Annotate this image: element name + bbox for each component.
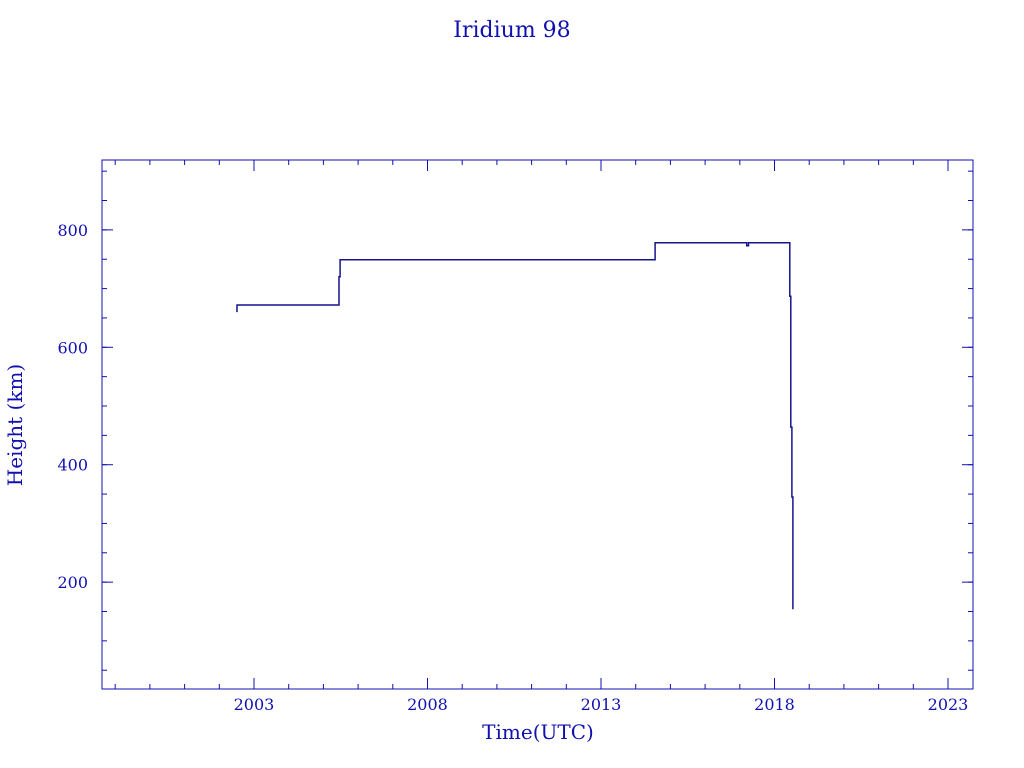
plot-frame xyxy=(101,159,974,690)
x-tick-label: 2013 xyxy=(581,695,622,714)
x-axis-label: Time(UTC) xyxy=(482,720,594,744)
x-tick-label: 2003 xyxy=(234,695,275,714)
y-tick-label: 200 xyxy=(57,573,88,592)
chart-title: Iridium 98 xyxy=(453,18,570,43)
x-tick-label: 2023 xyxy=(928,695,969,714)
y-tick-label: 400 xyxy=(57,456,88,475)
y-tick-label: 600 xyxy=(57,338,88,357)
y-tick-label: 800 xyxy=(57,221,88,240)
series-line xyxy=(236,242,794,610)
y-axis-label: Height (km) xyxy=(3,364,27,486)
axis-ticks xyxy=(102,160,973,689)
x-tick-label: 2018 xyxy=(754,695,795,714)
tick-labels: 2003 2008 2013 2018 2023 200 400 600 800 xyxy=(57,221,968,714)
x-tick-label: 2008 xyxy=(407,695,448,714)
